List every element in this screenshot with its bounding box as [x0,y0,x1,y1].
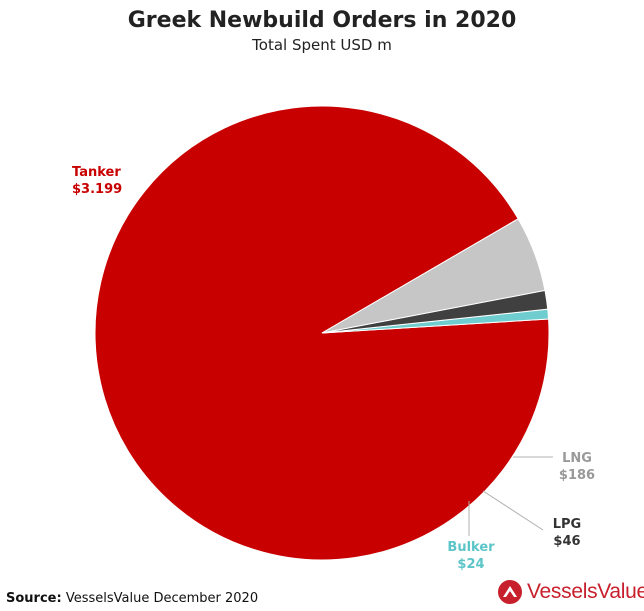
slice-label-lng: LNG [562,451,592,466]
vesselsvalue-logo: VesselsValue [497,578,644,606]
leader-lines [468,456,553,536]
logo-text: VesselsValue [527,580,644,603]
vesselsvalue-logo-icon [498,580,522,604]
slice-label-tanker: Tanker [72,165,121,180]
pie-slice-lng [321,218,546,334]
chart-title: Greek Newbuild Orders in 2020 [127,8,517,33]
slice-label-lpg: LPG [553,517,581,532]
slice-labels: Tanker $3.199 LNG $186 LPG $46 Bulker $24 [72,165,595,572]
chart-subtitle: Total Spent USD m [252,36,392,54]
slice-value-bulker: $24 [457,557,484,572]
source-label: Source: [6,591,62,606]
source-text: VesselsValue December 2020 [61,591,259,606]
pie-slices [94,105,550,561]
slice-value-lng: $186 [559,468,595,483]
slice-value-lpg: $46 [553,534,580,549]
leader-line-lpg [482,490,544,531]
source-note: Source: VesselsValue December 2020 [6,591,258,606]
slice-value-tanker: $3.199 [72,182,122,197]
slice-label-bulker: Bulker [447,540,495,555]
